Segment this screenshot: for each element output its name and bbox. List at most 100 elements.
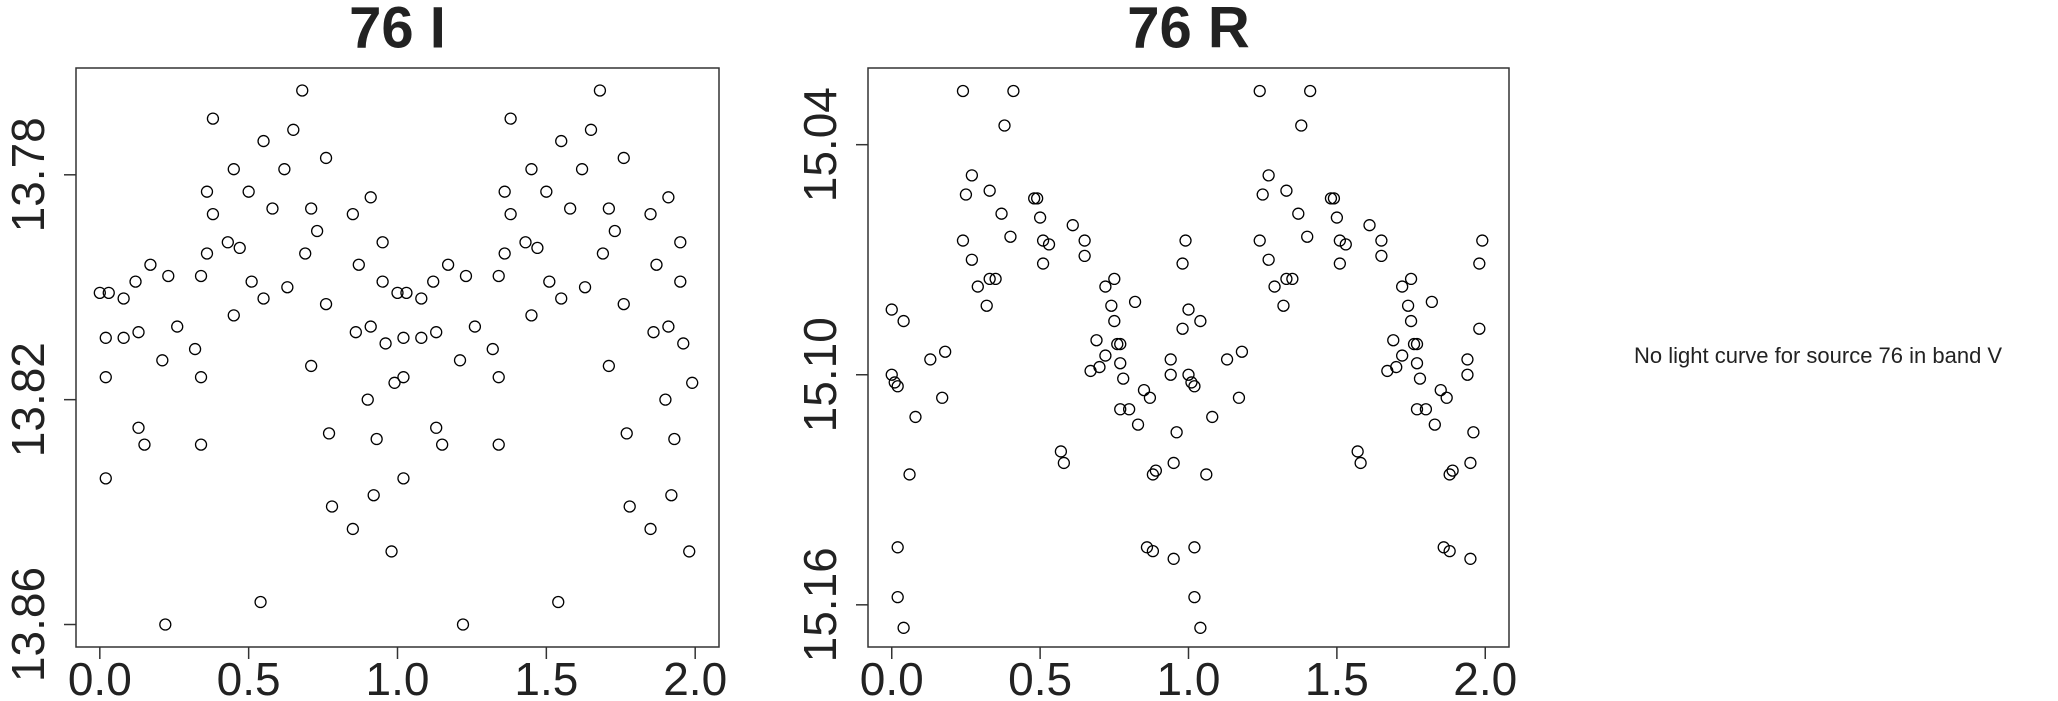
data-point xyxy=(156,354,169,367)
data-point xyxy=(525,309,538,322)
data-point xyxy=(1170,426,1183,439)
data-point xyxy=(1031,192,1044,205)
data-point xyxy=(1476,234,1489,247)
data-point xyxy=(971,280,984,293)
data-point xyxy=(956,234,970,247)
data-point xyxy=(659,393,672,406)
data-point xyxy=(1036,257,1050,270)
data-point xyxy=(305,202,318,215)
data-point xyxy=(1401,299,1415,312)
data-point xyxy=(674,275,687,288)
data-point xyxy=(1375,234,1388,247)
data-point xyxy=(1277,299,1290,312)
data-point xyxy=(266,202,279,215)
data-point xyxy=(1188,541,1201,554)
data-point xyxy=(200,247,214,260)
data-point xyxy=(1327,192,1341,205)
data-point xyxy=(346,208,359,221)
data-point xyxy=(397,371,410,384)
data-point xyxy=(1232,391,1246,404)
data-point xyxy=(129,275,142,288)
data-point xyxy=(1473,322,1486,335)
data-point xyxy=(909,410,922,424)
data-point xyxy=(1206,410,1219,424)
data-point xyxy=(376,236,389,249)
data-point xyxy=(352,258,365,271)
data-point xyxy=(1164,353,1177,366)
data-point xyxy=(1182,303,1195,316)
data-point xyxy=(1404,314,1418,328)
data-point xyxy=(1176,257,1189,270)
data-point xyxy=(206,208,220,221)
data-point xyxy=(459,269,473,283)
data-point xyxy=(903,468,916,481)
data-point xyxy=(415,292,428,305)
data-point xyxy=(1443,468,1456,481)
data-point xyxy=(1443,544,1456,558)
no-data-message: No light curve for source 76 in band V xyxy=(1634,343,2002,368)
data-point xyxy=(319,297,333,311)
x-tick-label: 0.0 xyxy=(860,653,924,701)
data-point xyxy=(364,191,377,204)
y-tick-label: 13.78 xyxy=(2,117,54,232)
data-point xyxy=(1185,376,1198,389)
data-point xyxy=(1054,445,1068,458)
data-point xyxy=(662,320,675,333)
data-point xyxy=(233,241,246,255)
data-point xyxy=(310,224,324,238)
y-tick-label: 15.16 xyxy=(794,547,846,662)
data-point xyxy=(322,427,336,440)
data-point xyxy=(1407,337,1421,351)
x-tick-label: 1.0 xyxy=(366,653,430,701)
data-point xyxy=(1066,219,1079,232)
data-point xyxy=(959,188,973,201)
data-point xyxy=(427,275,440,288)
x-tick-label: 1.5 xyxy=(1305,653,1369,701)
data-point xyxy=(257,292,270,305)
data-point xyxy=(1464,552,1477,565)
data-point xyxy=(519,236,532,249)
data-point xyxy=(983,184,996,197)
data-point xyxy=(1262,253,1275,266)
data-point xyxy=(552,595,565,609)
x-tick-label: 0.5 xyxy=(1008,653,1072,701)
data-point xyxy=(1256,188,1269,201)
data-point xyxy=(596,247,610,260)
data-point xyxy=(287,123,300,136)
data-point xyxy=(117,331,130,344)
data-point xyxy=(227,163,240,176)
data-point xyxy=(885,303,898,316)
data-point xyxy=(1280,272,1293,286)
data-point xyxy=(608,224,621,238)
data-point xyxy=(162,269,175,283)
data-point xyxy=(1220,353,1234,366)
data-point xyxy=(1413,372,1427,385)
data-point xyxy=(245,275,258,288)
data-point xyxy=(1007,84,1020,98)
data-point xyxy=(683,545,696,558)
data-point xyxy=(1093,360,1106,374)
data-point xyxy=(989,272,1002,286)
data-point xyxy=(1033,211,1047,224)
data-point xyxy=(525,163,538,176)
data-point xyxy=(1164,368,1177,381)
data-point xyxy=(1099,349,1112,362)
data-point xyxy=(650,258,663,271)
data-point xyxy=(1410,337,1424,351)
chart-title: 76 I xyxy=(349,0,446,60)
data-point xyxy=(983,272,996,286)
data-point xyxy=(1292,207,1305,220)
data-point xyxy=(965,253,979,266)
data-point xyxy=(543,275,556,288)
data-point xyxy=(349,326,362,339)
data-point xyxy=(194,269,208,283)
data-point xyxy=(415,331,428,344)
data-point xyxy=(891,380,904,393)
data-point xyxy=(1108,314,1121,328)
data-point xyxy=(1114,337,1127,351)
data-point xyxy=(555,292,568,305)
data-point xyxy=(299,247,312,260)
data-point xyxy=(325,500,339,513)
data-point xyxy=(1280,184,1293,197)
data-point xyxy=(1182,368,1195,381)
